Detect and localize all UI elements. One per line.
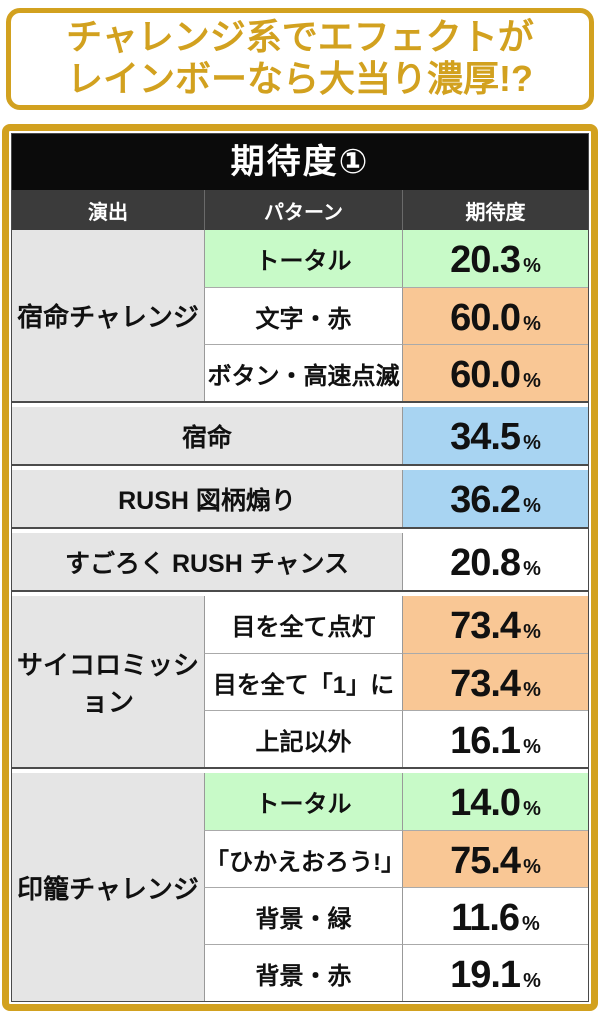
table-group: サイコロミッション 目を全て点灯 73.4% 目を全て「1」に 73.4% 上記以外 16.… bbox=[12, 596, 588, 767]
percent-sign: % bbox=[522, 913, 540, 935]
percent-sign: % bbox=[523, 856, 541, 878]
value-cell: 20.3% bbox=[402, 230, 588, 287]
table-group: 印籠チャレンジ トータル 14.0% 「ひかえおろう!」 75.4% 背景・緑 11.6% 背… bbox=[12, 773, 588, 1001]
act-cell: 宿命チャレンジ bbox=[12, 230, 204, 401]
value-number: 75.4 bbox=[450, 840, 521, 882]
value-number: 20.3 bbox=[450, 239, 521, 281]
percent-sign: % bbox=[523, 432, 541, 454]
value-cell: 60.0% bbox=[402, 287, 588, 344]
pattern-cell: トータル bbox=[204, 230, 402, 287]
value-cell: 60.0% bbox=[402, 344, 588, 401]
act-cell: 印籠チャレンジ bbox=[12, 773, 204, 1001]
value-cell: 20.8% bbox=[402, 533, 588, 590]
value-number: 16.1 bbox=[450, 720, 521, 762]
headline-banner: チャレンジ系でエフェクトが レインボーなら大当り濃厚!? bbox=[6, 8, 594, 110]
table-title: 期待度① bbox=[12, 134, 588, 190]
group-separator bbox=[12, 401, 588, 407]
pattern-cell: 背景・赤 bbox=[204, 944, 402, 1001]
act-cell: サイコロミッション bbox=[12, 596, 204, 767]
percent-sign: % bbox=[523, 313, 541, 335]
percent-sign: % bbox=[523, 370, 541, 392]
percent-sign: % bbox=[523, 679, 541, 701]
column-header-act: 演出 bbox=[88, 201, 128, 224]
value-cell: 73.4% bbox=[402, 596, 588, 653]
value-number: 73.4 bbox=[450, 605, 521, 647]
value-cell: 75.4% bbox=[402, 830, 588, 887]
pattern-cell: 文字・赤 bbox=[204, 287, 402, 344]
percent-sign: % bbox=[523, 621, 541, 643]
value-cell: 11.6% bbox=[402, 887, 588, 944]
headline-line-1: チャレンジ系でエフェクトが bbox=[66, 16, 534, 57]
value-cell: 34.5% bbox=[402, 407, 588, 464]
expectation-table: 期待度① 演出 パターン 期待度 宿命チャレンジ トータル 20.3% 文字・赤 60.… bbox=[2, 124, 598, 1011]
act-cell-merged: 宿命 bbox=[12, 407, 402, 464]
table-group: 宿命チャレンジ トータル 20.3% 文字・赤 60.0% ボタン・高速点滅 60.0% bbox=[12, 230, 588, 401]
percent-sign: % bbox=[523, 798, 541, 820]
value-cell: 16.1% bbox=[402, 710, 588, 767]
table-group: RUSH 図柄煽り 36.2% bbox=[12, 470, 588, 527]
percent-sign: % bbox=[523, 558, 541, 580]
act-cell-merged: RUSH 図柄煽り bbox=[12, 470, 402, 527]
column-header-expectation: 期待度 bbox=[402, 190, 588, 230]
value-number: 60.0 bbox=[450, 297, 521, 339]
pattern-cell: 目を全て「1」に bbox=[204, 653, 402, 710]
table-group: すごろく RUSH チャンス 20.8% bbox=[12, 533, 588, 590]
value-cell: 36.2% bbox=[402, 470, 588, 527]
group-separator bbox=[12, 527, 588, 533]
percent-sign: % bbox=[523, 736, 541, 758]
headline-line-2: レインボーなら大当り濃厚!? bbox=[67, 58, 533, 99]
pattern-cell: 目を全て点灯 bbox=[204, 596, 402, 653]
value-number: 14.0 bbox=[450, 782, 521, 824]
value-cell: 73.4% bbox=[402, 653, 588, 710]
value-number: 11.6 bbox=[451, 897, 520, 939]
value-number: 34.5 bbox=[450, 416, 521, 458]
column-header-pattern: パターン bbox=[204, 190, 402, 230]
expectation-table-inner: 期待度① 演出 パターン 期待度 宿命チャレンジ トータル 20.3% 文字・赤 60.… bbox=[11, 133, 589, 1002]
value-number: 20.8 bbox=[450, 542, 521, 584]
group-separator bbox=[12, 767, 588, 773]
table-body: 宿命チャレンジ トータル 20.3% 文字・赤 60.0% ボタン・高速点滅 60.0% 宿命… bbox=[12, 230, 588, 1001]
value-number: 73.4 bbox=[450, 663, 521, 705]
value-cell: 14.0% bbox=[402, 773, 588, 830]
table-group: 宿命 34.5% bbox=[12, 407, 588, 464]
value-number: 60.0 bbox=[450, 354, 521, 396]
pattern-cell: 上記以外 bbox=[204, 710, 402, 767]
value-number: 19.1 bbox=[450, 954, 521, 996]
pattern-cell: 背景・緑 bbox=[204, 887, 402, 944]
pattern-cell: 「ひかえおろう!」 bbox=[204, 830, 405, 887]
pattern-cell: トータル bbox=[204, 773, 402, 830]
group-separator bbox=[12, 590, 588, 596]
column-header-row: 演出 パターン 期待度 bbox=[12, 190, 588, 230]
percent-sign: % bbox=[523, 970, 541, 992]
group-separator bbox=[12, 464, 588, 470]
value-cell: 19.1% bbox=[402, 944, 588, 1001]
act-cell-merged: すごろく RUSH チャンス bbox=[12, 533, 402, 590]
percent-sign: % bbox=[523, 255, 541, 277]
value-number: 36.2 bbox=[450, 479, 521, 521]
pattern-cell: ボタン・高速点滅 bbox=[204, 344, 402, 401]
percent-sign: % bbox=[523, 495, 541, 517]
